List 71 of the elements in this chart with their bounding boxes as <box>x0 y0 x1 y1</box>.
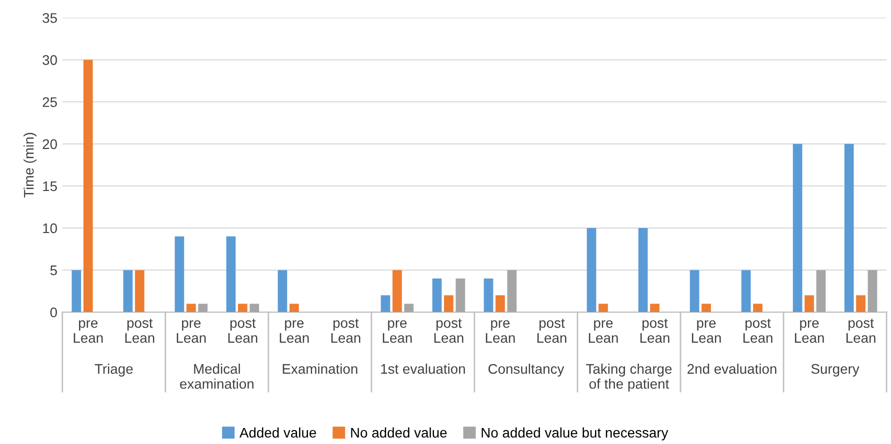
text: Surgery <box>811 364 860 377</box>
bar <box>123 270 133 312</box>
y-tick-label: 15 <box>43 181 57 192</box>
legend-label: No added value but necessary <box>482 427 668 440</box>
bar <box>484 278 494 312</box>
bar <box>816 270 826 312</box>
x-tick-label: post Lean <box>228 318 258 343</box>
x-tick-label: pre Lean <box>74 320 103 343</box>
y-tick-label: 25 <box>42 97 57 108</box>
bar <box>702 304 711 312</box>
x-tick-label: pre Lean <box>794 320 824 343</box>
y-axis-title: Time (min) <box>24 132 36 198</box>
y-tick-label: 0 <box>50 307 57 318</box>
bar <box>289 304 299 312</box>
x-tick-label: post Lean <box>434 318 464 343</box>
x-tick-label: post Lean <box>743 318 772 343</box>
bar <box>792 144 802 312</box>
bar <box>507 270 517 312</box>
text: Medical examination <box>180 364 254 389</box>
bar <box>238 304 248 312</box>
bar <box>650 304 660 312</box>
y-tick-label: 35 <box>42 13 57 23</box>
text: Triage <box>94 364 133 377</box>
x-tick-label: post Lean <box>537 318 566 343</box>
bar <box>134 270 144 312</box>
x-tick-label: pre Lean <box>176 320 206 343</box>
bar <box>174 236 184 312</box>
bar <box>278 270 288 312</box>
x-tick-label: pre Lean <box>382 320 412 343</box>
bar <box>753 304 762 312</box>
bar <box>186 304 196 312</box>
bar <box>856 295 866 312</box>
bar <box>380 295 390 312</box>
x-tick-label: post Lean <box>846 318 876 343</box>
bar <box>598 304 608 312</box>
y-tick-label: 30 <box>42 55 57 65</box>
bar <box>392 270 402 312</box>
y-tick-label: 5 <box>50 266 57 276</box>
bar <box>83 60 93 312</box>
bar <box>198 304 208 312</box>
bar <box>868 270 878 312</box>
text: Consultancy <box>488 364 564 377</box>
legend-label: Added value <box>239 427 316 438</box>
bar <box>638 228 648 312</box>
x-tick-label: pre Lean <box>486 320 515 343</box>
y-tick-label: 20 <box>42 139 57 150</box>
x-tick-label: post Lean <box>331 318 360 343</box>
bar <box>226 236 236 312</box>
text: 2nd evaluation <box>688 364 776 374</box>
bar <box>456 278 466 312</box>
x-tick-label: pre Lean <box>692 320 721 343</box>
bar <box>586 228 596 312</box>
bar <box>844 144 854 312</box>
y-tick-label: 10 <box>43 223 57 234</box>
bar <box>250 304 260 312</box>
bar <box>690 270 700 312</box>
bar <box>404 304 414 312</box>
text: 1st evaluation <box>381 364 465 374</box>
bar <box>804 295 814 312</box>
bar <box>741 270 751 312</box>
bar <box>444 295 454 312</box>
text: Taking charge of the patient <box>586 364 672 392</box>
bar <box>432 278 442 312</box>
legend-label: No added value <box>351 427 447 438</box>
x-tick-label: post Lean <box>640 318 670 343</box>
x-tick-label: post Lean <box>125 318 154 343</box>
bar <box>72 270 82 312</box>
x-tick-label: pre Lean <box>280 320 309 343</box>
text: Examination <box>282 364 358 374</box>
bar <box>496 295 505 312</box>
x-tick-label: pre Lean <box>588 320 618 343</box>
